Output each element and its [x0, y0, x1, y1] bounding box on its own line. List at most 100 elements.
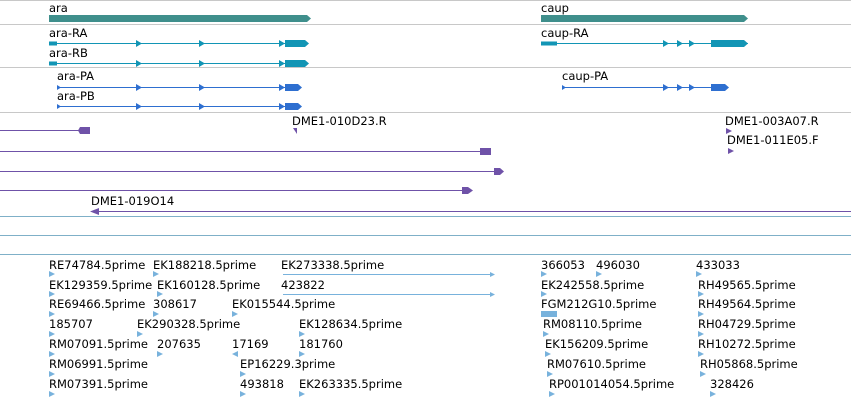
est-feature[interactable]: RM07091.5prime — [49, 337, 148, 357]
clone-feature[interactable]: DME1-011E05.F — [727, 133, 819, 154]
est-label: RH49564.5prime — [698, 297, 796, 311]
est-feature[interactable]: FGM212G10.5prime — [541, 297, 656, 317]
est-arrow — [49, 331, 55, 337]
est-arrow — [547, 371, 553, 377]
est-label: EK128634.5prime — [299, 317, 402, 331]
est-feature[interactable]: EK156209.5prime — [545, 337, 648, 357]
est-label: 207635 — [157, 337, 201, 351]
terminal-exon — [285, 40, 309, 47]
est-feature[interactable]: RH10272.5prime — [698, 337, 796, 357]
exon-arrow — [689, 84, 695, 91]
est-label: EP16229.3prime — [240, 357, 335, 371]
gene-label: ara — [49, 1, 68, 15]
transcript-feature[interactable]: ara-RA — [49, 26, 309, 47]
protein-start — [57, 104, 61, 109]
protein-track: ara-PA ara-PB caup-PA — [57, 69, 729, 110]
clone-track: DME1-010D23.R DME1-003A07.R DME1-011E05.… — [0, 114, 851, 215]
est-feature[interactable]: EK015544.5prime — [232, 297, 335, 317]
est-label: RH04729.5prime — [698, 317, 796, 331]
gene-feature[interactable]: ara — [49, 1, 311, 22]
est-feature[interactable]: 366053 — [541, 258, 585, 277]
est-label: EK156209.5prime — [545, 337, 648, 351]
clone-end-marker — [726, 128, 732, 134]
exon-arrow — [663, 40, 669, 47]
est-feature[interactable]: RE69466.5prime — [49, 297, 145, 317]
est-arrow — [299, 351, 305, 357]
est-label: EK015544.5prime — [232, 297, 335, 311]
est-feature[interactable]: RM07391.5prime — [49, 377, 148, 397]
clone-feature[interactable]: DME1-003A07.R — [725, 114, 819, 134]
exon-arrow — [136, 84, 142, 91]
est-feature[interactable]: RH04729.5prime — [698, 317, 796, 337]
est-feature[interactable]: RP001014054.5prime — [549, 377, 674, 397]
est-feature[interactable]: 308617 — [153, 297, 197, 317]
protein-feature[interactable]: ara-PB — [57, 89, 302, 110]
est-arrow — [240, 391, 246, 397]
protein-feature[interactable]: caup-PA — [562, 69, 729, 91]
protein-feature[interactable]: ara-PA — [57, 69, 302, 91]
est-arrow — [700, 371, 706, 377]
est-feature[interactable]: EK188218.5prime — [153, 258, 256, 277]
est-feature[interactable]: EK242558.5prime — [541, 278, 644, 297]
gene-span-bar[interactable] — [49, 15, 311, 22]
est-feature[interactable]: 185707 — [49, 317, 93, 337]
est-arrow — [299, 391, 305, 397]
clone-feature[interactable] — [0, 187, 473, 194]
protein-label: ara-PA — [57, 69, 94, 83]
est-feature[interactable]: RM06991.5prime — [49, 357, 148, 377]
est-feature[interactable]: EK128634.5prime — [299, 317, 402, 337]
clone-feature[interactable]: DME1-019O14 — [90, 194, 851, 215]
est-feature[interactable]: EK273338.5prime — [281, 258, 495, 277]
protein-label: caup-PA — [562, 69, 608, 83]
est-label: RH10272.5prime — [698, 337, 796, 351]
exon-arrow — [279, 84, 285, 91]
transcript-feature[interactable]: caup-RA — [541, 26, 748, 47]
est-feature[interactable]: RH05868.5prime — [700, 357, 798, 377]
exon-arrow — [663, 84, 669, 91]
est-feature[interactable]: EK263335.5prime — [299, 377, 402, 397]
est-feature[interactable]: RE74784.5prime — [49, 258, 145, 277]
est-feature[interactable]: EK160128.5prime — [157, 278, 260, 297]
est-feature[interactable]: 328426 — [710, 377, 754, 397]
transcript-feature[interactable]: ara-RB — [49, 46, 309, 67]
est-label: EK129359.5prime — [49, 278, 152, 292]
clone-feature[interactable] — [0, 127, 90, 134]
gene-feature[interactable]: caup — [541, 1, 748, 22]
est-feature[interactable]: EK290328.5prime — [137, 317, 240, 337]
est-feature[interactable]: RH49565.5prime — [698, 278, 796, 297]
est-feature[interactable]: 433033 — [696, 258, 740, 277]
clone-label: DME1-003A07.R — [725, 114, 819, 128]
exon-arrow — [136, 40, 142, 47]
est-track: RE74784.5prime EK188218.5prime EK273338.… — [49, 258, 798, 397]
est-feature[interactable]: 496030 — [596, 258, 640, 277]
est-feature[interactable]: 17169 — [232, 337, 269, 357]
clone-feature[interactable] — [0, 168, 504, 175]
est-feature[interactable]: RM08110.5prime — [543, 317, 642, 337]
est-feature[interactable]: 493818 — [240, 377, 284, 397]
clone-feature[interactable] — [0, 148, 491, 155]
est-feature[interactable]: RM07610.5prime — [547, 357, 646, 377]
est-arrow — [596, 271, 602, 277]
terminal-exon — [285, 60, 309, 67]
gene-span-bar[interactable] — [541, 15, 748, 22]
clone-feature[interactable]: DME1-010D23.R — [292, 114, 387, 134]
est-feature[interactable]: 181760 — [299, 337, 343, 357]
est-feature[interactable]: EP16229.3prime — [240, 357, 335, 377]
est-arrow — [49, 311, 55, 317]
est-feature[interactable]: RH49564.5prime — [698, 297, 796, 317]
est-label: EK263335.5prime — [299, 377, 402, 391]
transcript-label: caup-RA — [541, 26, 589, 40]
est-label: 433033 — [696, 258, 740, 272]
clone-end-marker — [480, 148, 491, 155]
est-feature[interactable]: EK129359.5prime — [49, 278, 152, 297]
est-label: RH49565.5prime — [698, 278, 796, 292]
est-arrow — [698, 311, 704, 317]
est-feature[interactable]: 207635 — [157, 337, 201, 357]
protein-start — [562, 85, 566, 90]
est-arrow — [698, 351, 704, 357]
est-arrow — [696, 271, 702, 277]
est-label: 366053 — [541, 258, 585, 272]
est-feature[interactable]: 423822 — [281, 278, 495, 297]
est-label: RM07091.5prime — [49, 337, 148, 351]
est-arrow — [549, 391, 555, 397]
